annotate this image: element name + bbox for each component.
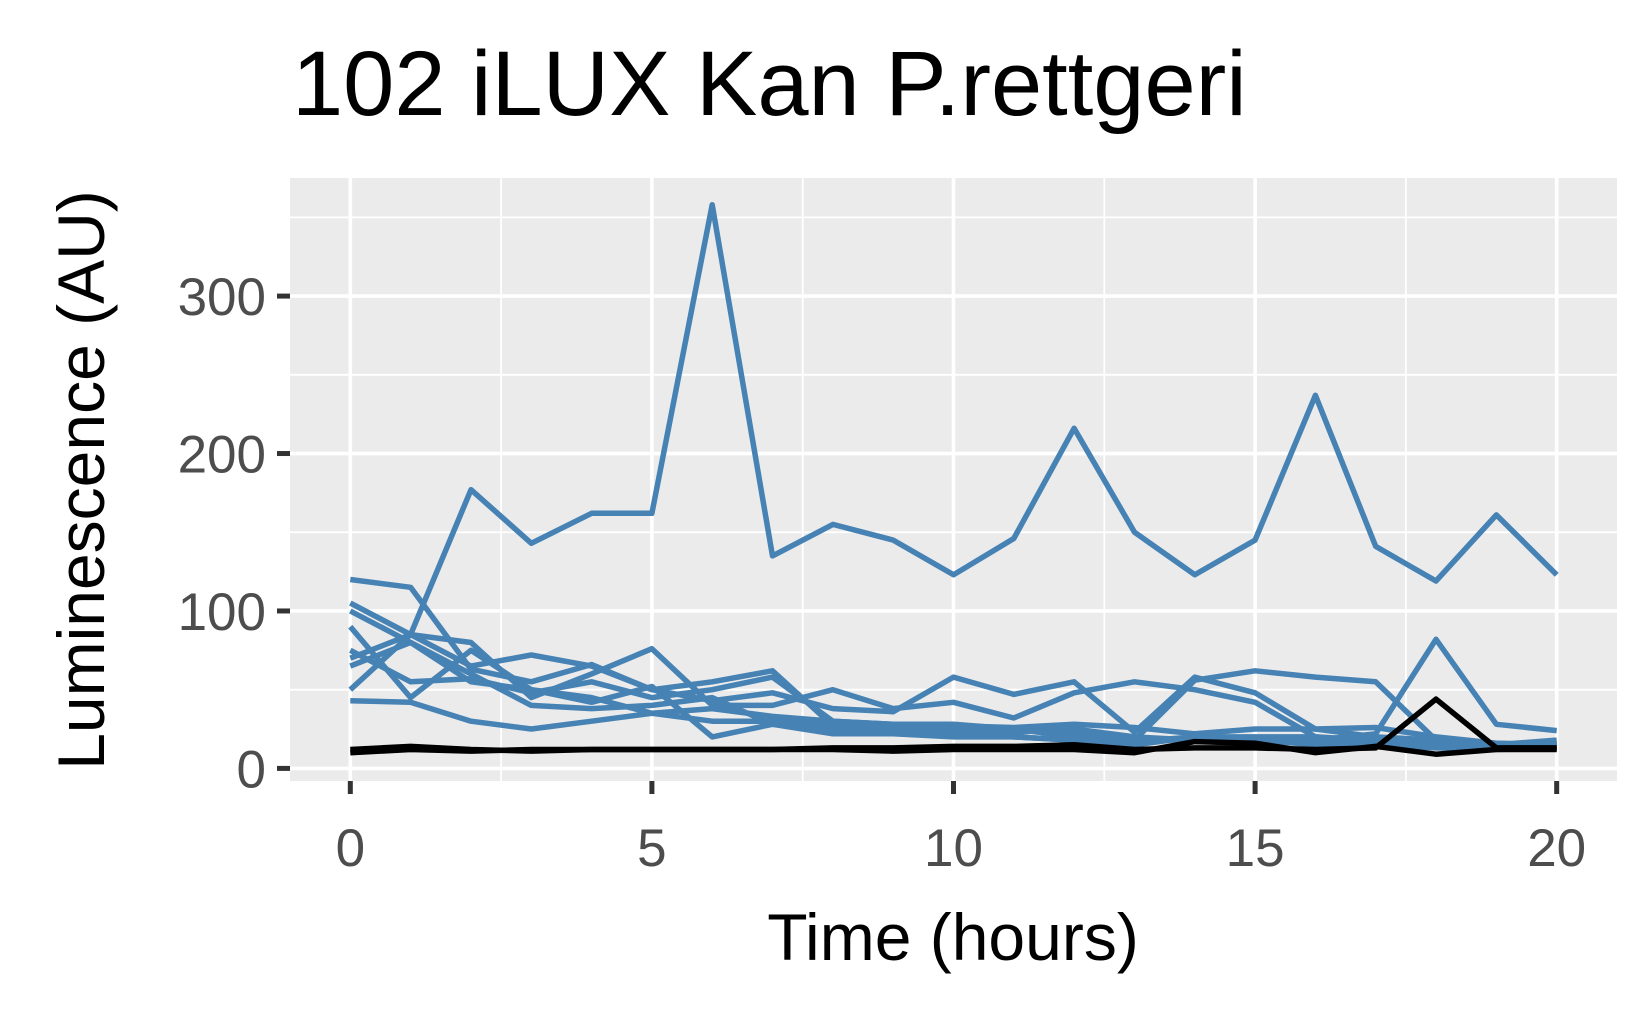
x-tick-label: 5: [637, 819, 666, 878]
y-tick-label: 100: [178, 583, 266, 642]
x-tick-label: 20: [1527, 819, 1586, 878]
y-tick-label: 300: [178, 268, 266, 327]
grid-lines: [290, 178, 1617, 781]
series-line-8: [350, 668, 1557, 748]
series-line-6: [348, 624, 1557, 750]
series-lines: [348, 202, 1559, 757]
series-line-1: [349, 202, 1559, 661]
chart-title: 102 iLUX Kan P.rettgeri: [292, 33, 1247, 135]
x-tick-label: 15: [1226, 819, 1285, 878]
x-tick-label: 10: [924, 819, 983, 878]
series-line-11: [350, 738, 1557, 757]
x-axis-title: Time (hours): [767, 900, 1139, 974]
y-tick-label: 200: [178, 426, 266, 485]
y-axis-title: Luminescence (AU): [44, 190, 118, 770]
y-axis: 0 100 200 300: [178, 268, 290, 799]
series-line-9: [349, 647, 1557, 753]
x-tick-label: 0: [336, 819, 365, 878]
y-tick-label: 0: [237, 740, 266, 799]
x-axis: 0 5 10 15 20: [336, 781, 1586, 878]
